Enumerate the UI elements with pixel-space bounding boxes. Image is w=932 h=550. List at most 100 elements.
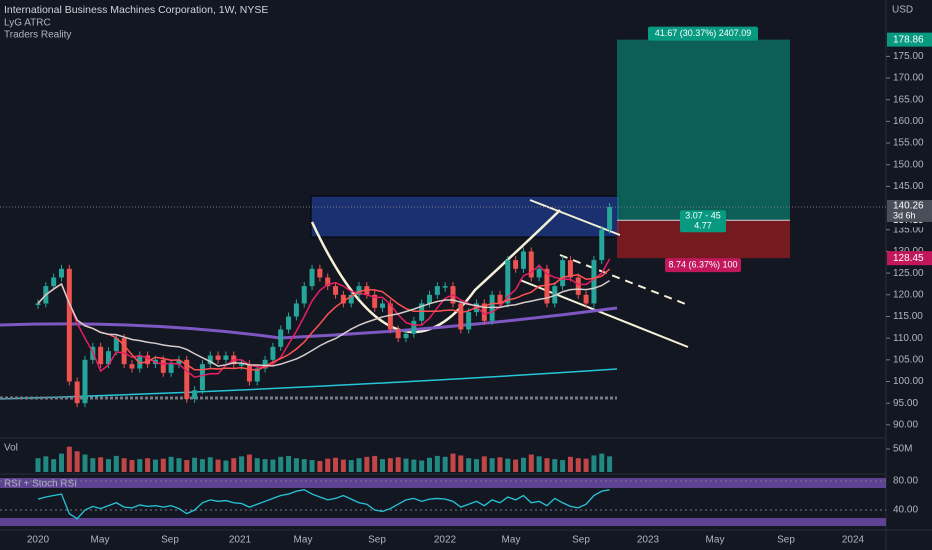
currency-label: USD [892, 5, 913, 16]
candle [239, 364, 245, 366]
volume-bar [129, 460, 135, 472]
volume-bar [145, 458, 151, 472]
countdown-label: 3d 6h [893, 210, 916, 220]
price-label: 178.86 [893, 34, 924, 45]
position-label: 3.07 - 45 [685, 211, 721, 221]
candle [129, 364, 135, 369]
candle [434, 286, 440, 295]
y-tick-label: 100.00 [893, 376, 924, 387]
volume-bar [427, 457, 432, 472]
candle [536, 268, 542, 278]
y-tick-label: 160.00 [893, 116, 924, 127]
trend-line [559, 254, 689, 306]
volume-bar [552, 459, 558, 472]
x-tick-label: Sep [572, 535, 590, 546]
y-tick-label: 110.00 [893, 333, 923, 344]
candle [411, 320, 417, 334]
indicator-name: LyG ATRC [4, 18, 51, 29]
position-label-bg [665, 258, 741, 273]
volume-bar [301, 459, 307, 472]
volume-bar [560, 460, 566, 472]
volume-bar [575, 458, 581, 472]
candle [145, 355, 151, 365]
y-tick-label: 170.00 [893, 73, 924, 84]
x-tick-label: May [91, 535, 110, 546]
candle [98, 346, 104, 365]
position-label-bg [680, 210, 726, 233]
price-label-bg [887, 251, 932, 266]
candle [395, 329, 401, 339]
candle [246, 364, 252, 382]
x-tick-label: May [706, 535, 725, 546]
candle [278, 329, 284, 347]
x-tick-label: 2024 [842, 535, 865, 546]
x-tick-label: May [294, 535, 313, 546]
indicator-name: Traders Reality [4, 30, 71, 41]
moving-average [37, 280, 610, 367]
candle [160, 359, 166, 373]
volume-bar [286, 455, 292, 472]
volume-bar [364, 456, 370, 472]
volume-bar [607, 456, 613, 472]
x-tick-label: 2020 [27, 535, 50, 546]
target-zone [617, 39, 790, 221]
candle [121, 338, 127, 365]
candle [380, 303, 386, 308]
candle [387, 303, 393, 330]
y-tick-label: 155.00 [893, 138, 924, 149]
price-label-bg [887, 32, 932, 47]
volume-bar [466, 458, 472, 472]
trend-line [529, 199, 621, 236]
volume-bar [309, 460, 315, 472]
volume-bar [254, 458, 260, 472]
volume-bar [599, 453, 605, 472]
volume-bar [35, 458, 41, 472]
candle [301, 286, 307, 304]
y-tick-label: 120.00 [893, 289, 924, 300]
volume-bar [152, 459, 158, 472]
volume-bar [51, 459, 57, 472]
volume-bar [513, 459, 519, 472]
volume-bar [450, 453, 456, 472]
candle [215, 355, 221, 360]
x-tick-label: 2023 [637, 535, 660, 546]
y-tick-label: 145.00 [893, 181, 924, 192]
volume-bar [505, 458, 511, 472]
volume-bar [419, 460, 425, 472]
volume-bar [403, 458, 409, 472]
candle [583, 294, 589, 304]
candle [505, 260, 511, 304]
volume-bar [293, 458, 299, 472]
candle [458, 303, 464, 330]
volume-bar [98, 457, 104, 472]
volume-bar [90, 458, 96, 472]
candle [192, 390, 198, 399]
candle [340, 294, 346, 304]
volume-bar [583, 458, 589, 472]
volume-bar [199, 459, 205, 472]
volume-bar [121, 458, 127, 472]
candle [105, 351, 111, 365]
candle [419, 303, 425, 321]
volume-bar [387, 458, 393, 472]
volume-bar [380, 459, 386, 472]
volume-bar [442, 456, 448, 472]
volume-bar [223, 460, 229, 472]
candle [466, 312, 472, 330]
candle [199, 364, 205, 391]
volume-bar [270, 459, 276, 472]
volume-bar [262, 459, 268, 472]
volume-bar [66, 446, 72, 472]
y-tick-label: 115.00 [893, 311, 923, 322]
candle [74, 381, 80, 404]
candle [403, 333, 409, 339]
volume-bar [356, 458, 362, 472]
volume-bar [489, 458, 495, 472]
volume-bar [497, 457, 503, 472]
candle [528, 251, 534, 278]
candle [497, 294, 503, 304]
position-label: 4.77 [694, 221, 712, 231]
price-label: 140.26 [893, 201, 924, 212]
candle [513, 260, 519, 269]
